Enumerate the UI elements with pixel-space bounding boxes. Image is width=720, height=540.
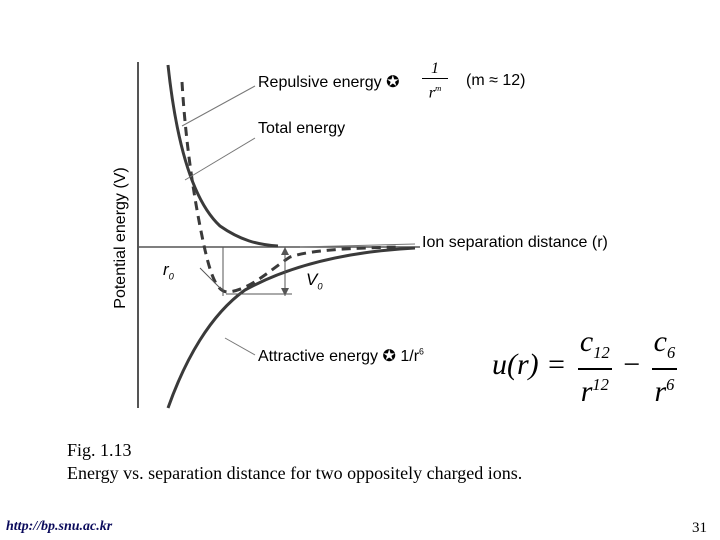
r0-label: r0 (163, 260, 174, 282)
total-energy-curve (180, 81, 401, 294)
repulsive-curve (166, 64, 279, 248)
repulsive-fraction-num: 1 (422, 60, 448, 79)
equation-c12: c12 (577, 327, 612, 370)
attractive-curve (166, 246, 416, 409)
attractive-label: Attractive energy ✪ 1/r6 (258, 346, 424, 365)
equation-term-6: c6 r6 (651, 327, 678, 408)
figure-caption: Energy vs. separation distance for two o… (67, 463, 523, 483)
attractive-leader (224, 337, 256, 356)
xaxis-leader (299, 243, 416, 248)
r0-arrow (199, 267, 223, 291)
potential-equation: u(r) = c12 r12 − c6 r6 (492, 327, 681, 407)
equation-c6: c6 (651, 327, 678, 370)
repulsive-label: Repulsive energy ✪ (258, 74, 400, 91)
v0-arrow-top (281, 247, 289, 255)
equation-minus: − (623, 347, 641, 381)
repulsive-fraction: 1 rm (422, 60, 448, 102)
repulsive-fraction-den: rm (428, 83, 442, 102)
equation-term-12: c12 r12 (577, 327, 612, 408)
total-leader (184, 137, 256, 181)
figure-number: Fig. 1.13 (67, 440, 132, 460)
equation-lhs: u(r) = (492, 347, 567, 381)
page-number: 31 (692, 520, 707, 536)
y-axis-label: Potential energy (V) (112, 167, 129, 309)
total-energy-label: Total energy (258, 120, 346, 137)
repulsive-leader (181, 85, 256, 127)
x-axis-label: Ion separation distance (r) (422, 234, 608, 251)
v0-label: V0 (306, 270, 323, 292)
repulsive-condition: (m ≈ 12) (466, 72, 526, 89)
equation-r12: r12 (580, 375, 609, 408)
equation-r6: r6 (654, 375, 675, 408)
footer-url[interactable]: http://bp.snu.ac.kr (6, 519, 113, 534)
v0-arrow-bottom (281, 288, 289, 296)
